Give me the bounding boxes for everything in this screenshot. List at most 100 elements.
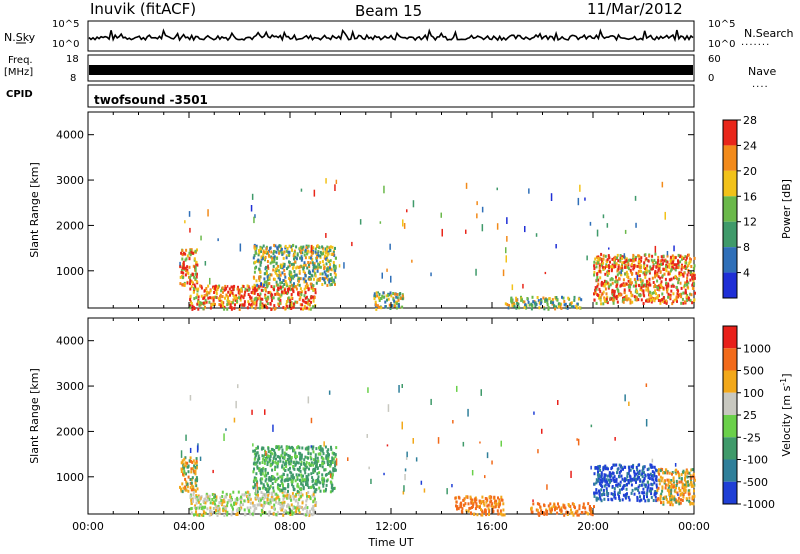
data-cell bbox=[305, 483, 307, 486]
data-cell bbox=[189, 279, 192, 282]
data-cell bbox=[229, 493, 232, 497]
data-cell bbox=[290, 262, 293, 266]
data-cell bbox=[307, 490, 310, 494]
echo-point bbox=[188, 211, 191, 217]
data-cell bbox=[222, 498, 225, 502]
data-cell bbox=[395, 306, 398, 310]
data-cell bbox=[333, 271, 336, 275]
data-cell bbox=[332, 252, 335, 256]
data-cell bbox=[606, 258, 609, 262]
data-cell bbox=[645, 266, 648, 270]
data-cell bbox=[260, 481, 263, 485]
data-cell bbox=[378, 299, 381, 302]
echo-point bbox=[415, 457, 418, 462]
data-cell bbox=[658, 288, 661, 292]
data-cell bbox=[305, 306, 308, 310]
data-cell bbox=[263, 474, 266, 478]
data-cell bbox=[189, 478, 192, 481]
data-cell bbox=[600, 473, 603, 477]
data-cell bbox=[264, 255, 267, 259]
data-cell bbox=[305, 461, 308, 465]
data-cell bbox=[602, 290, 605, 294]
data-cell bbox=[602, 302, 605, 306]
data-cell bbox=[269, 498, 272, 502]
data-cell bbox=[464, 502, 467, 506]
data-cell bbox=[675, 266, 678, 269]
data-cell bbox=[255, 303, 258, 307]
data-cell bbox=[293, 511, 296, 514]
data-cell bbox=[658, 265, 661, 269]
data-cell bbox=[329, 273, 332, 276]
data-cell bbox=[682, 256, 685, 260]
data-cell bbox=[678, 500, 681, 504]
data-cell bbox=[655, 296, 658, 300]
data-cell bbox=[258, 267, 261, 271]
data-cell bbox=[617, 259, 620, 263]
data-cell bbox=[253, 504, 256, 508]
data-cell bbox=[620, 474, 623, 478]
data-cell bbox=[283, 283, 286, 286]
echo-point bbox=[406, 451, 408, 458]
data-cell bbox=[289, 462, 292, 466]
data-cell bbox=[475, 504, 478, 508]
data-cell bbox=[289, 270, 292, 274]
data-cell bbox=[302, 474, 304, 478]
data-cell bbox=[636, 475, 639, 479]
data-cell bbox=[497, 512, 500, 516]
data-cell bbox=[671, 264, 674, 268]
data-cell bbox=[632, 253, 635, 257]
data-cell bbox=[308, 277, 311, 281]
echo-point bbox=[402, 490, 405, 495]
data-cell bbox=[641, 279, 644, 283]
data-cell bbox=[200, 513, 203, 517]
echo-point bbox=[335, 179, 338, 184]
data-cell bbox=[692, 279, 695, 283]
data-cell bbox=[555, 305, 558, 309]
data-cell bbox=[650, 300, 653, 304]
data-cell bbox=[597, 257, 600, 261]
data-cell bbox=[277, 447, 280, 451]
data-cell bbox=[296, 446, 299, 450]
data-cell bbox=[289, 470, 292, 474]
data-cell bbox=[283, 268, 286, 272]
data-cell bbox=[267, 253, 270, 257]
x-axis-label: Time UT bbox=[367, 536, 413, 549]
data-cell bbox=[296, 467, 299, 471]
data-cell bbox=[326, 250, 329, 254]
data-cell bbox=[299, 256, 302, 260]
data-cell bbox=[313, 461, 316, 465]
data-cell bbox=[306, 481, 309, 485]
data-cell bbox=[629, 268, 632, 272]
data-cell bbox=[194, 285, 197, 289]
data-cell bbox=[316, 461, 318, 465]
data-cell bbox=[553, 304, 555, 308]
data-cell bbox=[616, 273, 619, 277]
data-cell bbox=[641, 475, 644, 479]
data-cell bbox=[318, 246, 321, 250]
data-cell bbox=[252, 256, 255, 260]
data-cell bbox=[678, 480, 681, 484]
data-cell bbox=[240, 288, 242, 292]
data-cell bbox=[680, 273, 682, 277]
data-cell bbox=[321, 277, 324, 281]
data-cell bbox=[633, 492, 636, 496]
data-cell bbox=[591, 511, 593, 515]
data-cell bbox=[330, 486, 333, 490]
data-cell bbox=[248, 498, 251, 502]
data-cell bbox=[234, 303, 236, 307]
data-cell bbox=[606, 295, 609, 299]
data-cell bbox=[310, 282, 313, 286]
y-tick-label: 1000 bbox=[56, 265, 84, 278]
data-cell bbox=[196, 302, 199, 306]
data-cell bbox=[568, 303, 571, 307]
data-cell bbox=[623, 291, 626, 295]
colorbar-tick-label: 28 bbox=[743, 114, 757, 127]
data-cell bbox=[327, 463, 329, 466]
data-cell bbox=[264, 295, 267, 299]
data-cell bbox=[260, 508, 263, 512]
data-cell bbox=[271, 477, 274, 481]
data-cell bbox=[317, 452, 320, 456]
data-cell bbox=[251, 300, 254, 304]
data-cell bbox=[247, 500, 250, 504]
data-cell bbox=[185, 488, 188, 492]
